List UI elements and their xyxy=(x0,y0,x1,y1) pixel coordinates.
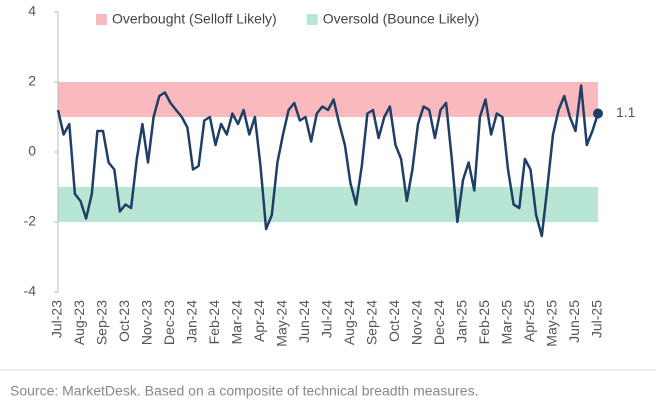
x-tick-label: May-24 xyxy=(274,300,290,347)
x-tick-label: Sep-23 xyxy=(94,300,110,345)
source: Source: MarketDesk. Based on a composite… xyxy=(10,383,478,399)
x-tick-label: Jan-24 xyxy=(184,300,200,343)
y-tick-label: -2 xyxy=(24,213,37,229)
legend-swatch xyxy=(96,14,107,25)
x-tick-label: Aug-24 xyxy=(341,300,357,345)
x-tick-label: Jul-25 xyxy=(589,300,605,338)
line xyxy=(56,84,600,238)
end-label: 1.1 xyxy=(616,104,636,120)
y-tick-label: -4 xyxy=(24,283,37,299)
x-tick-label: Mar-24 xyxy=(229,300,245,345)
x-tick-label: Apr-25 xyxy=(521,300,537,342)
end-marker xyxy=(593,108,603,119)
y-tick-label: 0 xyxy=(28,143,36,159)
x-tick-label: Nov-23 xyxy=(139,300,155,345)
x-tick-label: Jan-25 xyxy=(454,300,470,343)
x-tick-label: Oct-23 xyxy=(116,300,132,342)
y-tick-label: 4 xyxy=(28,3,36,19)
x-tick-label: May-25 xyxy=(544,300,560,347)
x-tick-label: Dec-24 xyxy=(431,300,447,345)
legend-label: Oversold (Bounce Likely) xyxy=(323,11,479,27)
x-tick-label: Dec-23 xyxy=(161,300,177,345)
x-tick-label: Jul-23 xyxy=(49,300,65,338)
x-tick-label: Jul-24 xyxy=(319,300,335,338)
legend-label: Overbought (Selloff Likely) xyxy=(112,11,277,27)
x-tick-label: Feb-25 xyxy=(476,300,492,345)
y-tick-label: 2 xyxy=(28,73,36,89)
x-tick-label: Aug-23 xyxy=(71,300,87,345)
x-tick-label: Nov-24 xyxy=(409,300,425,345)
x-tick-label: Sep-24 xyxy=(364,300,380,345)
x-tick-label: Jun-24 xyxy=(296,300,312,343)
x-tick-label: Feb-24 xyxy=(206,300,222,345)
x-tick-label: Jun-25 xyxy=(566,300,582,343)
x-tick-label: Mar-25 xyxy=(499,300,515,345)
x-tick-label: Oct-24 xyxy=(386,300,402,342)
band xyxy=(58,187,598,222)
band xyxy=(58,82,598,117)
legend-swatch xyxy=(306,14,318,25)
x-tick-label: Apr-24 xyxy=(251,300,267,342)
